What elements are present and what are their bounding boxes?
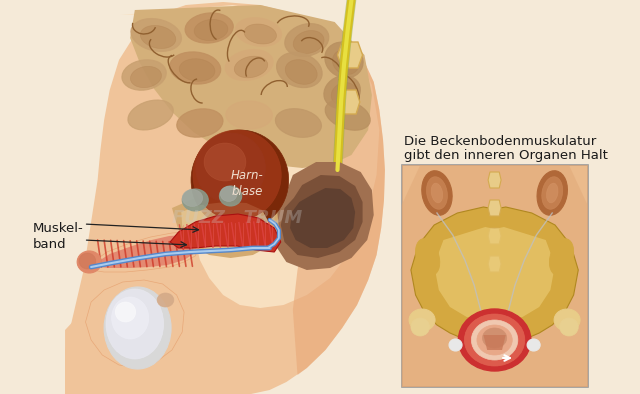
- Ellipse shape: [325, 42, 363, 78]
- Ellipse shape: [411, 318, 429, 336]
- Ellipse shape: [449, 339, 462, 351]
- Polygon shape: [488, 228, 501, 244]
- Ellipse shape: [111, 297, 148, 339]
- Ellipse shape: [537, 171, 568, 215]
- Ellipse shape: [157, 293, 174, 307]
- Polygon shape: [411, 207, 579, 339]
- Ellipse shape: [415, 239, 440, 275]
- Ellipse shape: [465, 314, 525, 366]
- Ellipse shape: [185, 13, 234, 43]
- Ellipse shape: [106, 289, 164, 359]
- Ellipse shape: [527, 339, 540, 351]
- Polygon shape: [488, 256, 501, 272]
- Ellipse shape: [140, 26, 176, 48]
- Text: Die Beckenbodenmuskulatur: Die Beckenbodenmuskulatur: [404, 135, 596, 148]
- Polygon shape: [339, 90, 360, 114]
- Polygon shape: [121, 5, 380, 308]
- Ellipse shape: [234, 56, 268, 78]
- Polygon shape: [65, 2, 385, 394]
- Polygon shape: [91, 232, 200, 272]
- Polygon shape: [483, 335, 506, 350]
- Ellipse shape: [131, 19, 182, 52]
- Polygon shape: [402, 165, 588, 387]
- Polygon shape: [172, 194, 279, 258]
- Ellipse shape: [324, 76, 360, 108]
- Ellipse shape: [331, 82, 356, 106]
- Ellipse shape: [275, 109, 321, 138]
- Ellipse shape: [458, 309, 531, 371]
- Ellipse shape: [220, 186, 242, 206]
- Ellipse shape: [196, 133, 266, 203]
- Polygon shape: [488, 172, 501, 188]
- Polygon shape: [434, 227, 555, 323]
- Ellipse shape: [225, 50, 273, 80]
- Text: Muskel-
band: Muskel- band: [33, 222, 83, 251]
- Ellipse shape: [409, 309, 435, 331]
- Polygon shape: [181, 202, 269, 252]
- Ellipse shape: [115, 302, 136, 322]
- Polygon shape: [86, 280, 184, 368]
- Ellipse shape: [104, 287, 171, 369]
- Ellipse shape: [204, 143, 246, 181]
- Ellipse shape: [244, 24, 276, 44]
- Ellipse shape: [549, 239, 573, 275]
- Polygon shape: [279, 22, 385, 375]
- Ellipse shape: [131, 66, 161, 87]
- Ellipse shape: [179, 59, 215, 81]
- Polygon shape: [281, 175, 363, 258]
- Ellipse shape: [471, 320, 518, 360]
- Ellipse shape: [79, 253, 96, 269]
- Ellipse shape: [426, 177, 447, 209]
- Ellipse shape: [276, 52, 322, 87]
- Ellipse shape: [293, 30, 324, 54]
- Polygon shape: [488, 200, 501, 216]
- Ellipse shape: [483, 328, 507, 348]
- Text: FUZZ   TRUM: FUZZ TRUM: [172, 209, 302, 227]
- Ellipse shape: [177, 109, 223, 137]
- Ellipse shape: [236, 18, 282, 46]
- Text: gibt den inneren Organen Halt: gibt den inneren Organen Halt: [404, 149, 608, 162]
- Bar: [402, 165, 588, 387]
- Ellipse shape: [554, 309, 580, 331]
- Polygon shape: [290, 188, 355, 248]
- Polygon shape: [170, 214, 281, 252]
- Polygon shape: [130, 5, 372, 168]
- Ellipse shape: [431, 183, 443, 203]
- Ellipse shape: [182, 190, 203, 206]
- Ellipse shape: [191, 130, 289, 230]
- Ellipse shape: [285, 59, 317, 84]
- Ellipse shape: [422, 171, 452, 215]
- Polygon shape: [65, 298, 167, 394]
- Ellipse shape: [226, 101, 273, 129]
- Ellipse shape: [128, 100, 173, 130]
- Text: Harn-
blase: Harn- blase: [231, 169, 264, 197]
- Ellipse shape: [325, 100, 371, 130]
- Polygon shape: [96, 235, 193, 268]
- Ellipse shape: [194, 19, 228, 41]
- Polygon shape: [273, 162, 374, 270]
- Ellipse shape: [541, 177, 563, 209]
- Ellipse shape: [220, 186, 237, 201]
- Ellipse shape: [547, 183, 558, 203]
- Ellipse shape: [477, 325, 512, 355]
- Polygon shape: [402, 165, 588, 387]
- Ellipse shape: [285, 24, 329, 56]
- Ellipse shape: [77, 251, 101, 273]
- Polygon shape: [337, 42, 363, 68]
- Ellipse shape: [170, 52, 221, 84]
- Ellipse shape: [193, 130, 281, 220]
- Ellipse shape: [122, 60, 166, 90]
- Ellipse shape: [559, 318, 579, 336]
- Ellipse shape: [182, 189, 208, 211]
- Ellipse shape: [332, 49, 359, 74]
